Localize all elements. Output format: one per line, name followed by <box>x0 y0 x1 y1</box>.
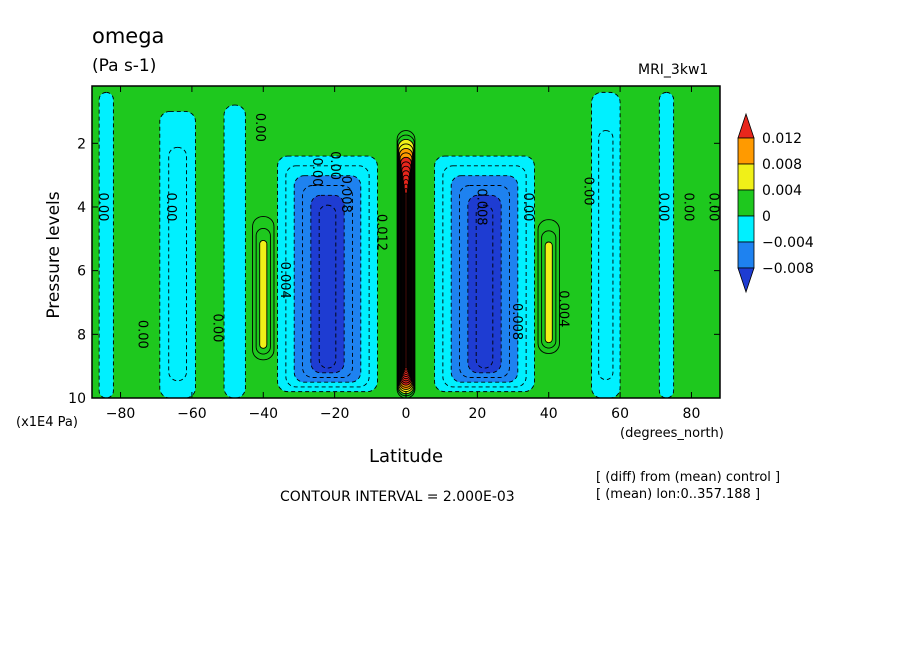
colorbar-swatch <box>737 215 755 243</box>
x-tick-label: −60 <box>177 406 207 422</box>
contour-field <box>92 86 720 398</box>
colorbar-label: 0.004 <box>762 183 802 199</box>
contour-band-cyan-band-north-73-1 <box>658 91 675 398</box>
contour-label: 0.00 <box>580 177 595 206</box>
contour-label: 0.00 <box>705 193 720 222</box>
contour-label: 0.008 <box>338 176 353 213</box>
contour-label: 0.00 <box>252 113 267 142</box>
contour-label: 0.004 <box>277 262 292 299</box>
contour-label: 0.00 <box>520 193 535 222</box>
contour-band-subtropical-descent-north-1 <box>475 204 494 369</box>
contour-label: 0.00 <box>327 151 342 180</box>
x-tick-label: 60 <box>611 406 629 422</box>
y-tick-label: 10 <box>68 391 86 407</box>
x-axis-label: Latitude <box>368 446 444 467</box>
contour-label: 0.012 <box>373 214 388 251</box>
colorbar-label: −0.008 <box>762 261 814 277</box>
note-mean: [ (mean) lon:0..357.188 ] <box>596 487 761 502</box>
contour-band-midlatitude-ascent-south-1 <box>259 239 268 349</box>
contour-label: 0.00 <box>309 157 324 186</box>
y-tick-label: 4 <box>77 200 86 216</box>
y-tick-label: 6 <box>77 264 86 280</box>
colorbar-label: 0 <box>762 209 771 225</box>
contour-label: 0.00 <box>655 193 670 222</box>
contour-interval: CONTOUR INTERVAL = 2.000E-03 <box>280 489 515 505</box>
x-tick-label: −40 <box>248 406 278 422</box>
contour-band-cyan-band-south-48-1 <box>223 104 246 398</box>
y-axis: 2 4 6 8 10 <box>68 136 720 407</box>
chart-title: omega <box>92 24 165 48</box>
y-axis-label: Pressure levels <box>44 191 64 319</box>
colorbar-label: 0.008 <box>762 157 802 173</box>
x-tick-label: 0 <box>402 406 411 422</box>
chart-units: (Pa s-1) <box>92 56 157 76</box>
model-name: MRI_3kw1 <box>638 62 709 78</box>
contour-label: 0.004 <box>555 290 570 327</box>
y-tick-label: 2 <box>77 136 86 152</box>
x-axis-unit: (degrees_north) <box>620 426 724 441</box>
colorbar-swatch <box>737 241 755 269</box>
x-tick-label: −80 <box>106 406 136 422</box>
contour-band-cyan-band-south-70-1 <box>168 146 188 382</box>
contour-label: 0.00 <box>209 313 224 342</box>
contour-band-midlatitude-ascent-north-1 <box>544 241 553 344</box>
contour-label: 0.00 <box>134 320 149 349</box>
contour-label: 0.008 <box>509 303 524 340</box>
colorbar: 0.012 0.008 0.004 0 −0.004 −0.008 <box>737 112 814 294</box>
colorbar-label: 0.012 <box>762 131 802 147</box>
contour-band-equatorial-ascent-core-1 <box>404 192 408 369</box>
x-tick-label: 80 <box>683 406 701 422</box>
note-diff: [ (diff) from (mean) control ] <box>596 470 781 485</box>
colorbar-cap-bottom <box>737 267 755 294</box>
contour-band-cyan-band-south-85-1 <box>98 91 114 398</box>
contour-label: 0.00 <box>95 193 110 222</box>
contour-label: 0.00 <box>163 193 178 222</box>
contour-label: 0.00 <box>680 193 695 222</box>
x-tick-label: 40 <box>540 406 558 422</box>
contour-band-cyan-band-north-55-1 <box>598 130 614 381</box>
colorbar-label: −0.004 <box>762 235 814 251</box>
x-tick-label: 20 <box>468 406 486 422</box>
contour-label: 0.008 <box>473 188 488 225</box>
colorbar-swatch <box>737 189 755 217</box>
x-axis: −80 −60 −40 −20 0 20 40 60 80 <box>106 86 701 422</box>
colorbar-swatch <box>737 137 755 165</box>
colorbar-cap-top <box>737 112 755 139</box>
x-tick-label: −20 <box>320 406 350 422</box>
colorbar-swatch <box>737 163 755 191</box>
y-axis-unit: (x1E4 Pa) <box>16 415 78 430</box>
y-tick-label: 8 <box>77 327 86 343</box>
contour-band-subtropical-descent-south-1 <box>318 204 337 369</box>
